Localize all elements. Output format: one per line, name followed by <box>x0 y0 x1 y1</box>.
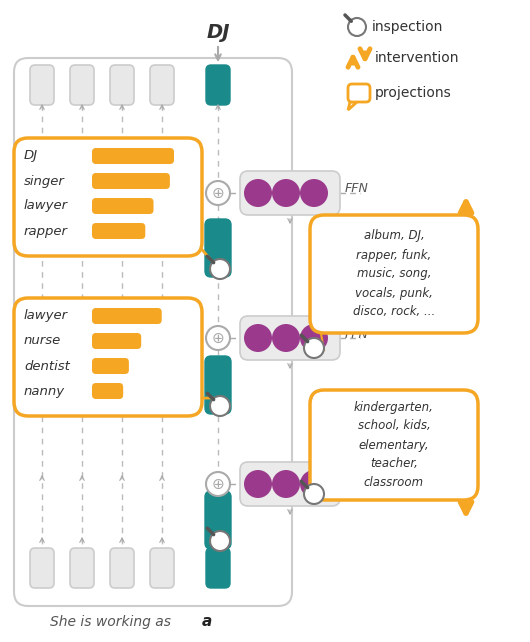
FancyBboxPatch shape <box>30 548 54 588</box>
FancyBboxPatch shape <box>92 173 170 189</box>
FancyBboxPatch shape <box>150 65 174 105</box>
Circle shape <box>244 179 272 207</box>
FancyBboxPatch shape <box>70 548 94 588</box>
Circle shape <box>244 324 272 352</box>
Circle shape <box>272 470 300 498</box>
FancyBboxPatch shape <box>110 65 134 105</box>
Circle shape <box>304 338 324 358</box>
FancyBboxPatch shape <box>92 223 145 239</box>
Text: ⊕: ⊕ <box>211 331 224 345</box>
Circle shape <box>272 324 300 352</box>
FancyBboxPatch shape <box>240 171 340 215</box>
Text: She is working as: She is working as <box>49 615 171 629</box>
FancyBboxPatch shape <box>240 316 340 360</box>
FancyBboxPatch shape <box>150 548 174 588</box>
Text: DJ: DJ <box>206 22 229 42</box>
FancyBboxPatch shape <box>14 138 202 256</box>
FancyBboxPatch shape <box>92 383 123 399</box>
Text: nurse: nurse <box>24 334 61 347</box>
Circle shape <box>304 484 324 504</box>
FancyBboxPatch shape <box>310 390 478 500</box>
Circle shape <box>206 472 230 496</box>
Circle shape <box>348 18 366 36</box>
FancyBboxPatch shape <box>110 548 134 588</box>
FancyBboxPatch shape <box>205 491 231 549</box>
Text: ⊕: ⊕ <box>211 186 224 200</box>
Circle shape <box>300 470 328 498</box>
Text: FFN: FFN <box>345 474 369 487</box>
FancyBboxPatch shape <box>206 65 230 105</box>
FancyBboxPatch shape <box>205 356 231 414</box>
FancyBboxPatch shape <box>240 462 340 506</box>
Text: intervention: intervention <box>375 51 460 65</box>
FancyBboxPatch shape <box>310 215 478 333</box>
Text: lawyer: lawyer <box>24 200 68 213</box>
Text: inspection: inspection <box>372 20 444 34</box>
FancyBboxPatch shape <box>348 84 370 102</box>
Circle shape <box>206 326 230 350</box>
Circle shape <box>300 324 328 352</box>
Text: projections: projections <box>375 86 452 100</box>
Text: ⊕: ⊕ <box>211 476 224 492</box>
Circle shape <box>210 396 230 416</box>
FancyBboxPatch shape <box>205 219 231 277</box>
FancyBboxPatch shape <box>92 148 174 164</box>
FancyBboxPatch shape <box>30 65 54 105</box>
Circle shape <box>206 181 230 205</box>
Text: DJ: DJ <box>24 150 38 162</box>
Circle shape <box>300 179 328 207</box>
Circle shape <box>272 179 300 207</box>
Circle shape <box>244 470 272 498</box>
FancyBboxPatch shape <box>14 58 292 606</box>
Text: lawyer: lawyer <box>24 309 68 322</box>
Polygon shape <box>348 102 357 110</box>
Circle shape <box>210 531 230 551</box>
Text: kindergarten,
school, kids,
elementary,
teacher,
classroom: kindergarten, school, kids, elementary, … <box>354 401 434 489</box>
Text: rapper: rapper <box>24 225 68 238</box>
FancyBboxPatch shape <box>70 65 94 105</box>
Text: singer: singer <box>24 175 65 187</box>
Text: album, DJ,
rapper, funk,
music, song,
vocals, punk,
disco, rock, ...: album, DJ, rapper, funk, music, song, vo… <box>353 229 435 318</box>
FancyBboxPatch shape <box>92 198 154 214</box>
FancyBboxPatch shape <box>92 308 162 324</box>
Text: nanny: nanny <box>24 385 65 397</box>
Text: a: a <box>202 614 212 630</box>
Text: dentist: dentist <box>24 360 70 372</box>
FancyBboxPatch shape <box>92 333 141 349</box>
Text: FFN: FFN <box>345 182 369 196</box>
FancyBboxPatch shape <box>206 548 230 588</box>
Text: FFN: FFN <box>345 327 369 340</box>
FancyBboxPatch shape <box>92 358 129 374</box>
FancyBboxPatch shape <box>14 298 202 416</box>
Circle shape <box>210 259 230 279</box>
